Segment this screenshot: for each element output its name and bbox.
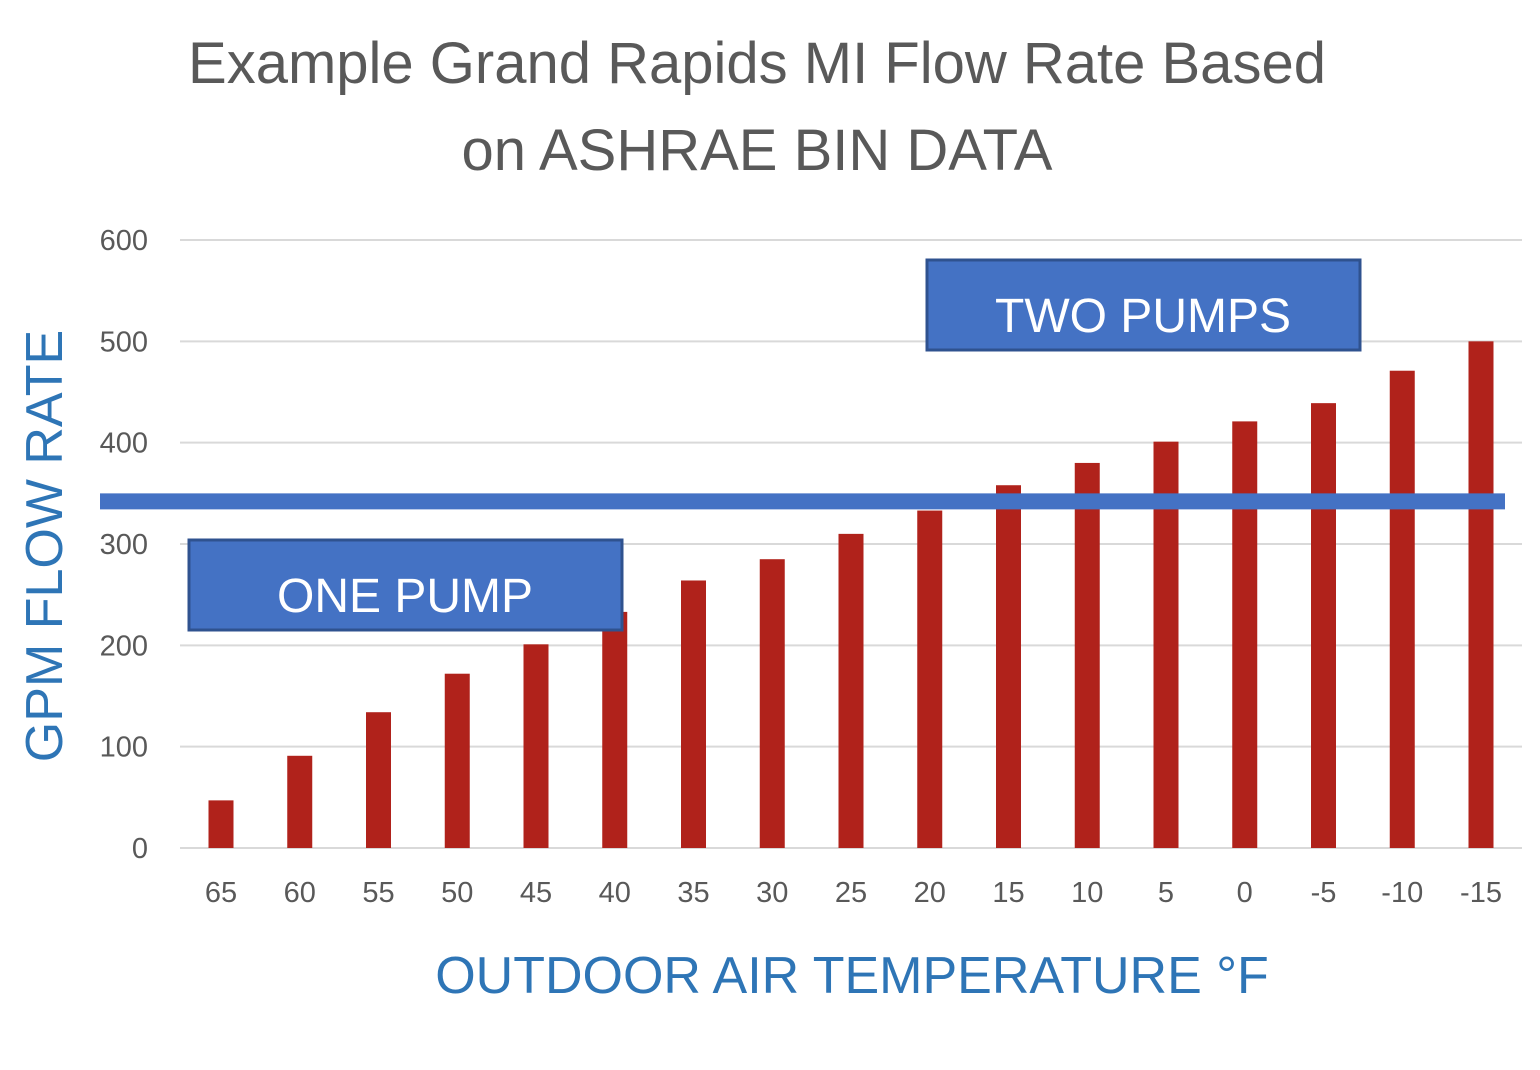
- bar: [1074, 462, 1100, 848]
- bar: [1468, 341, 1494, 848]
- bar: [838, 533, 864, 848]
- two-pumps-label: TWO PUMPS: [995, 290, 1291, 343]
- bar: [681, 580, 706, 848]
- bar: [996, 485, 1021, 848]
- chart-title-line-2: on ASHRAE BIN DATA: [462, 118, 1053, 183]
- two-pumps-box: TWO PUMPS: [925, 258, 1362, 352]
- y-tick-label: 100: [100, 732, 148, 764]
- y-tick-label: 600: [100, 225, 148, 257]
- x-axis-title: OUTDOOR AIR TEMPERATURE °F: [435, 947, 1269, 1005]
- x-tick-label: 20: [914, 877, 946, 909]
- bar: [366, 712, 391, 848]
- x-tick-labels: 65 60 55 50 45 40 35 30 25 20 15 10 5 0 -5 -10 -15: [205, 877, 1502, 909]
- one-pump-box: ONE PUMP: [187, 538, 624, 632]
- bar: [444, 673, 470, 848]
- y-tick-label: 300: [100, 529, 148, 561]
- bar: [208, 800, 234, 848]
- x-tick-label: 10: [1071, 877, 1103, 909]
- bar: [602, 611, 628, 848]
- bar: [1389, 370, 1415, 848]
- x-tick-label: 25: [835, 877, 867, 909]
- x-tick-label: 55: [362, 877, 394, 909]
- x-tick-label: -10: [1381, 877, 1423, 909]
- x-tick-label: 60: [284, 877, 316, 909]
- x-tick-label: 35: [677, 877, 709, 909]
- bar: [917, 510, 943, 848]
- one-pump-label: ONE PUMP: [277, 570, 533, 623]
- y-tick-label: 0: [132, 833, 148, 865]
- bar: [759, 559, 785, 848]
- y-tick-label: 400: [100, 428, 148, 460]
- bars: [208, 341, 1494, 848]
- x-tick-label: 65: [205, 877, 237, 909]
- y-tick-label: 500: [100, 326, 148, 358]
- x-tick-label: 5: [1158, 877, 1174, 909]
- y-axis-title: GPM FLOW RATE: [16, 330, 74, 762]
- x-tick-label: 0: [1237, 877, 1253, 909]
- bar: [523, 644, 549, 848]
- x-tick-label: -5: [1311, 877, 1337, 909]
- chart-title-line-1: Example Grand Rapids MI Flow Rate Based: [188, 31, 1326, 96]
- x-tick-label: 45: [520, 877, 552, 909]
- x-tick-label: 40: [599, 877, 631, 909]
- bar: [1153, 441, 1179, 848]
- y-tick-labels: 0 100 200 300 400 500 600: [100, 225, 148, 865]
- x-tick-label: 50: [441, 877, 473, 909]
- y-tick-label: 200: [100, 630, 148, 662]
- x-tick-label: 30: [756, 877, 788, 909]
- x-tick-label: 15: [992, 877, 1024, 909]
- bar: [1311, 403, 1336, 848]
- x-tick-label: -15: [1460, 877, 1502, 909]
- bar: [1232, 421, 1258, 848]
- bar: [287, 755, 313, 848]
